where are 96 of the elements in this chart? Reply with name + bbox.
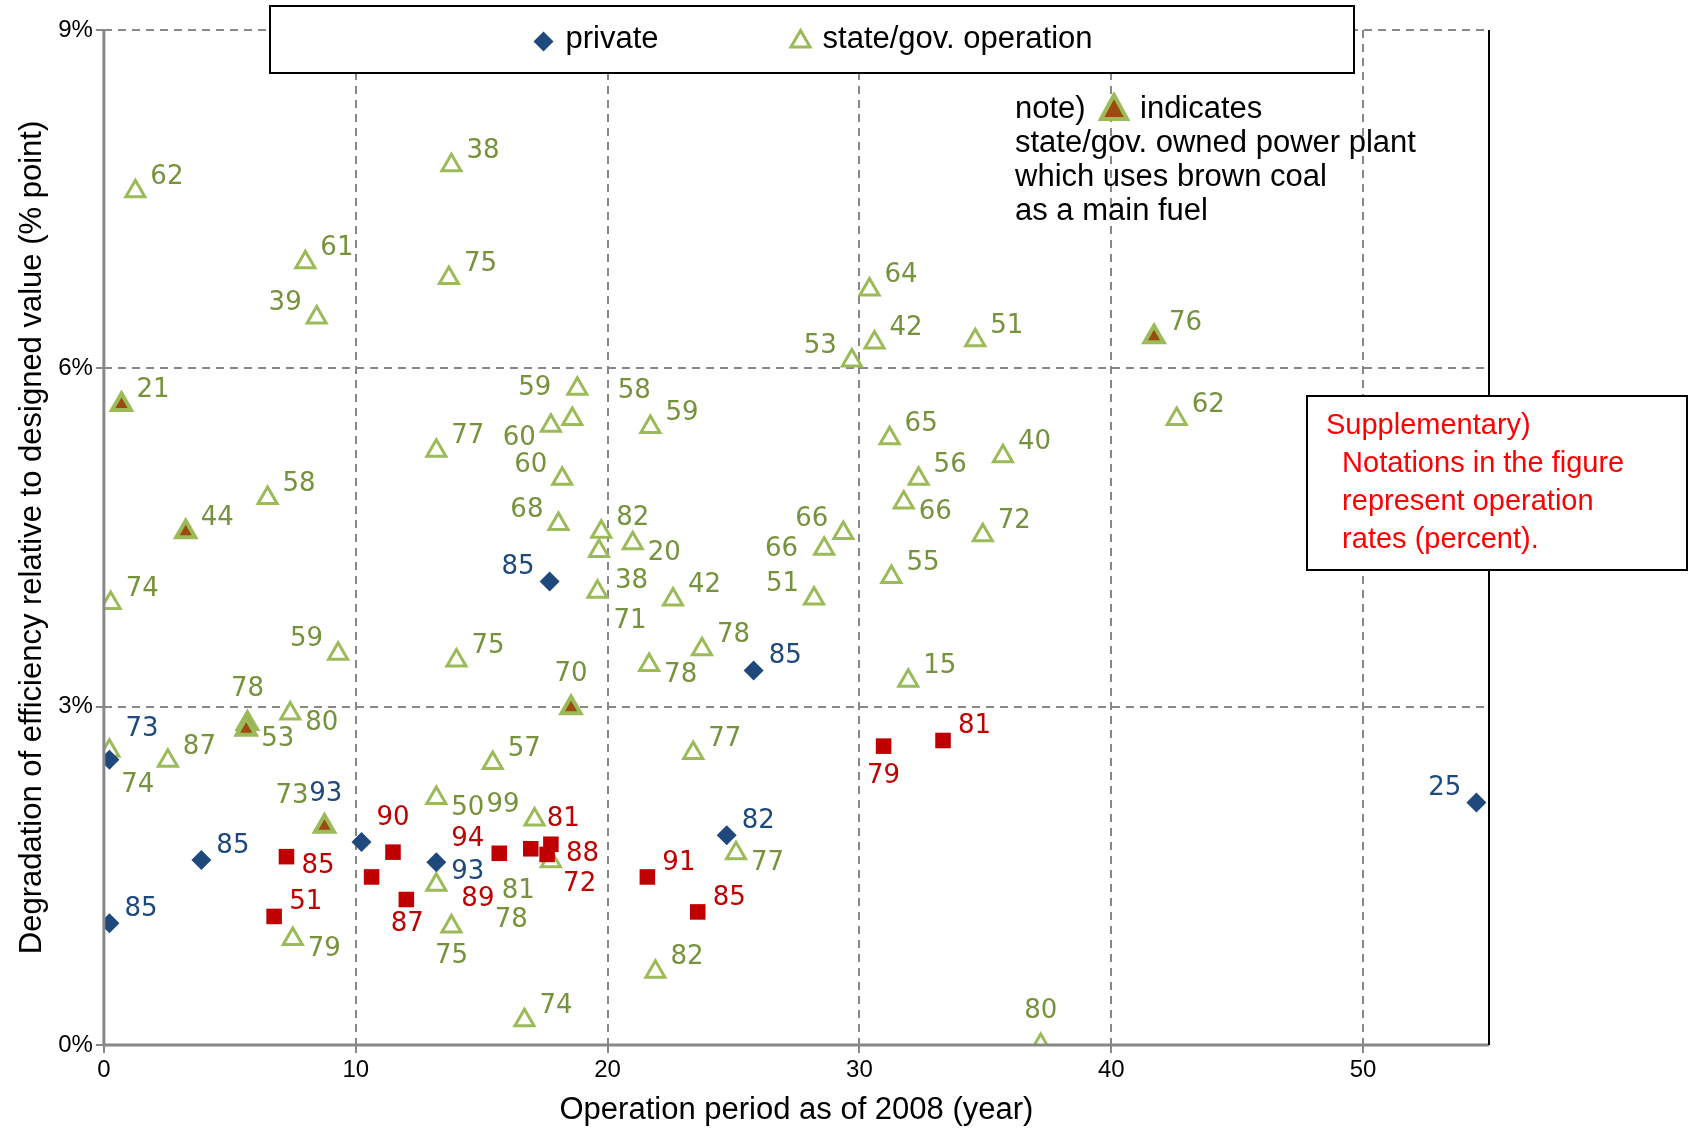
annotation: 59 bbox=[518, 371, 552, 402]
annotation: 85 bbox=[768, 639, 802, 670]
annotation: 57 bbox=[507, 731, 541, 762]
annotation: 51 bbox=[289, 885, 323, 916]
annotation: 51 bbox=[765, 567, 800, 598]
annotation: 85 bbox=[216, 828, 250, 859]
annotation: 59 bbox=[290, 622, 324, 653]
annotation: 74 bbox=[121, 768, 155, 799]
annotation: 91 bbox=[662, 845, 696, 876]
annotation: 85 bbox=[712, 880, 746, 911]
annotation: 66 bbox=[765, 531, 799, 562]
annotation: 58 bbox=[282, 466, 316, 497]
annotation: 55 bbox=[906, 545, 940, 576]
annotation: 58 bbox=[617, 374, 651, 405]
y-tick-label: 0% bbox=[58, 1029, 93, 1057]
x-tick-label: 50 bbox=[1349, 1055, 1377, 1083]
annotation: 59 bbox=[665, 395, 699, 426]
annotation: 73 bbox=[125, 712, 159, 743]
annotation: note) bbox=[1015, 90, 1086, 125]
annotation: 74 bbox=[125, 571, 159, 602]
annotation: 62 bbox=[150, 160, 184, 191]
legend-label: state/gov. operation bbox=[822, 20, 1093, 56]
annotation: 40 bbox=[1017, 425, 1052, 456]
annotation: 93 bbox=[309, 777, 343, 808]
annotation: 85 bbox=[501, 550, 535, 581]
x-tick-label: 30 bbox=[846, 1055, 873, 1083]
annotation: 80 bbox=[305, 706, 339, 737]
annotation: state/gov. owned power plant which uses brown coal as a main fuel bbox=[1015, 124, 1416, 227]
annotation: 76 bbox=[1169, 305, 1203, 336]
annotation: 82 bbox=[741, 803, 775, 834]
annotation: 75 bbox=[463, 246, 497, 277]
annotation: 94 bbox=[451, 822, 485, 853]
annotation: 74 bbox=[539, 988, 573, 1019]
annotation: 77 bbox=[751, 846, 785, 877]
annotation: 66 bbox=[795, 501, 829, 532]
annotation: 75 bbox=[471, 629, 505, 660]
annotation: 62 bbox=[1191, 387, 1225, 418]
annotation: 38 bbox=[466, 134, 500, 165]
annotation: 79 bbox=[307, 931, 341, 962]
annotation: 79 bbox=[867, 758, 901, 789]
annotation: 44 bbox=[200, 500, 234, 531]
annotation: 53 bbox=[261, 721, 295, 752]
annotation: 66 bbox=[918, 495, 952, 526]
y-axis-title: Degradation of efficiency relative to designed value (% point) bbox=[13, 120, 49, 955]
annotation: 87 bbox=[182, 729, 216, 760]
annotation: 82 bbox=[670, 940, 704, 971]
annotation: 90 bbox=[376, 800, 410, 831]
annotation: 77 bbox=[451, 419, 485, 450]
annotation: 65 bbox=[904, 407, 938, 438]
annotation: 42 bbox=[889, 311, 923, 342]
y-tick-label: 9% bbox=[58, 14, 93, 42]
annotation: Supplementary) Notations in the figure represent operation rates (percent). bbox=[1306, 395, 1688, 571]
annotation: 85 bbox=[301, 849, 335, 880]
annotation: 71 bbox=[613, 604, 647, 635]
annotation: 77 bbox=[708, 721, 742, 752]
annotation: 78 bbox=[664, 657, 698, 688]
annotation: 39 bbox=[268, 286, 302, 317]
x-tick-label: 20 bbox=[594, 1055, 621, 1083]
annotation: 73 bbox=[275, 778, 309, 809]
annotation: 38 bbox=[615, 563, 649, 594]
annotation: 78 bbox=[230, 672, 264, 703]
annotation: 21 bbox=[136, 373, 170, 404]
legend-label: private bbox=[565, 20, 659, 56]
annotation: 15 bbox=[923, 649, 957, 680]
x-tick-label: 40 bbox=[1097, 1055, 1125, 1083]
annotation: 81 bbox=[546, 801, 580, 832]
annotation: 78 bbox=[717, 617, 751, 648]
annotation: 88 bbox=[565, 837, 599, 868]
annotation: 25 bbox=[1428, 771, 1462, 802]
annotation: indicates bbox=[1140, 90, 1263, 125]
annotation: 81 bbox=[501, 873, 535, 904]
annotation: 72 bbox=[997, 503, 1031, 534]
annotation: 64 bbox=[884, 258, 918, 289]
annotation: 61 bbox=[320, 231, 354, 262]
x-tick-label: 10 bbox=[342, 1055, 370, 1083]
x-tick-label: 0 bbox=[97, 1055, 111, 1083]
annotation: 70 bbox=[554, 656, 588, 687]
annotation: 51 bbox=[990, 308, 1024, 339]
annotation: 81 bbox=[958, 709, 992, 740]
annotation: 75 bbox=[434, 939, 468, 970]
annotation: 50 bbox=[451, 790, 485, 821]
y-tick-label: 3% bbox=[58, 691, 93, 719]
annotation: 87 bbox=[390, 907, 424, 938]
x-axis-title: Operation period as of 2008 (year) bbox=[559, 1090, 1034, 1126]
annotation: 53 bbox=[803, 329, 837, 360]
annotation: 80 bbox=[1024, 993, 1058, 1024]
annotation: 78 bbox=[494, 902, 528, 933]
annotation: 82 bbox=[616, 500, 650, 531]
annotation: 85 bbox=[124, 891, 158, 922]
annotation: 99 bbox=[486, 788, 520, 819]
y-tick-label: 6% bbox=[58, 352, 93, 380]
annotation: 20 bbox=[647, 535, 681, 566]
annotation: 42 bbox=[688, 568, 722, 599]
annotation: 68 bbox=[510, 492, 544, 523]
annotation: 72 bbox=[563, 867, 597, 898]
annotation: 56 bbox=[933, 447, 967, 478]
